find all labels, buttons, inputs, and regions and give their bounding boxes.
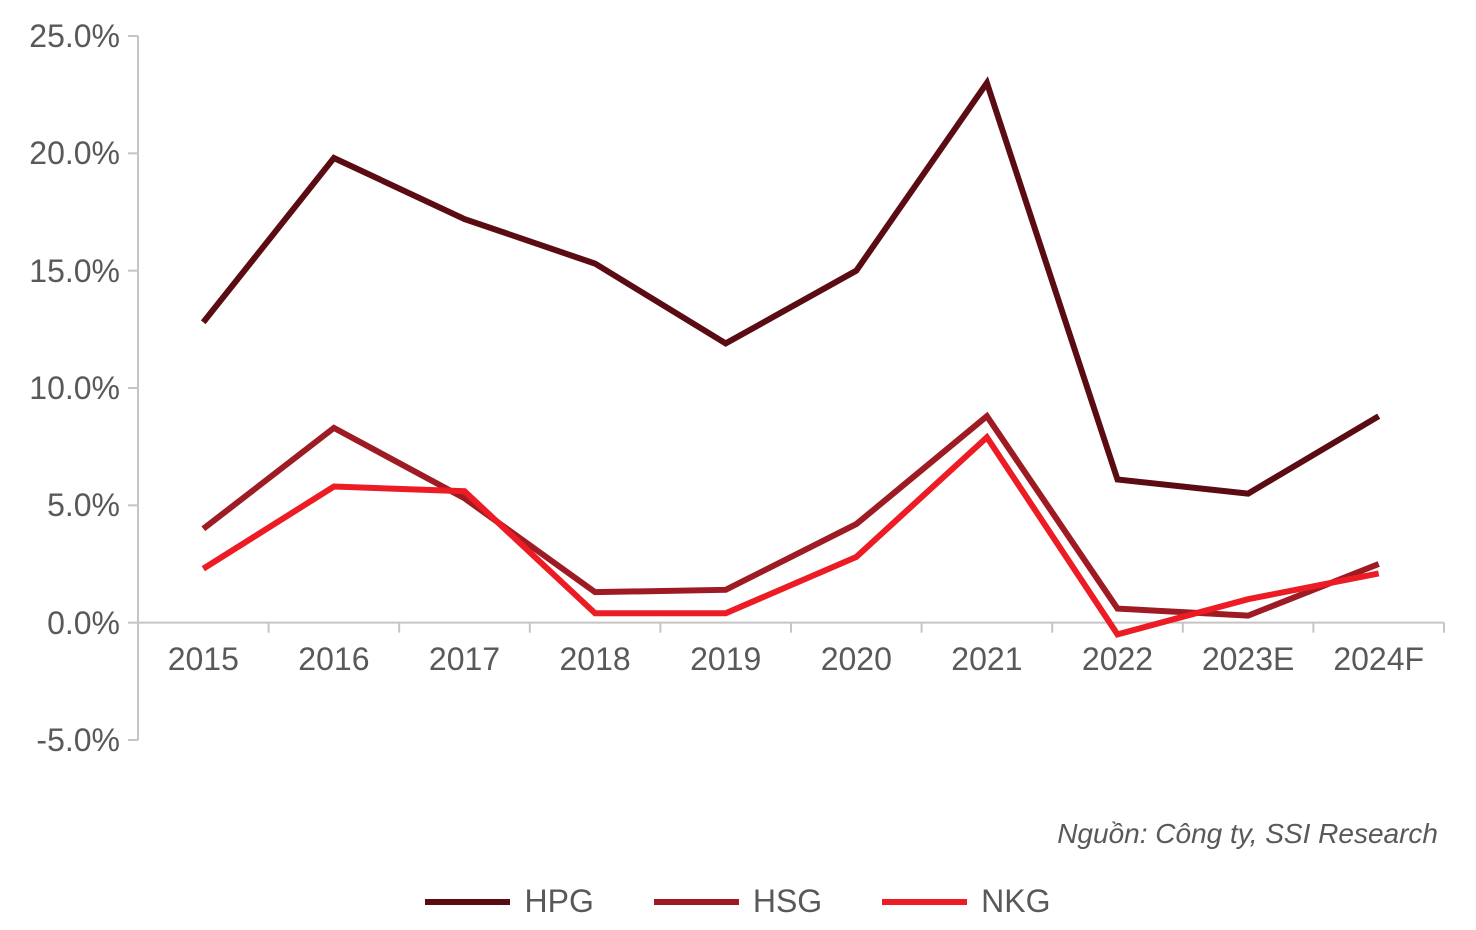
series-line-nkg <box>203 437 1378 634</box>
y-axis-tick-label: 20.0% <box>10 135 120 172</box>
legend-swatch <box>654 899 739 905</box>
legend-swatch <box>425 899 510 905</box>
y-axis-tick-label: 0.0% <box>10 605 120 642</box>
x-axis-tick-label: 2018 <box>530 641 661 678</box>
x-axis-tick-label: 2020 <box>791 641 922 678</box>
series-line-hpg <box>203 83 1378 494</box>
line-chart: -5.0%0.0%5.0%10.0%15.0%20.0%25.0% 201520… <box>0 0 1476 930</box>
legend: HPG HSG NKG <box>0 876 1476 921</box>
y-axis-tick-label: 15.0% <box>10 253 120 290</box>
legend-item-hpg: HPG <box>425 883 593 920</box>
x-axis-tick-label: 2015 <box>138 641 269 678</box>
x-axis-tick-label: 2016 <box>269 641 400 678</box>
y-axis-tick-label: -5.0% <box>10 722 120 759</box>
y-axis-tick-label: 5.0% <box>10 487 120 524</box>
x-axis-tick-label: 2022 <box>1052 641 1183 678</box>
legend-label: NKG <box>981 883 1050 920</box>
x-axis-tick-label: 2021 <box>922 641 1053 678</box>
x-axis-tick-label: 2017 <box>399 641 530 678</box>
chart-svg <box>0 0 1476 930</box>
y-axis-tick-label: 10.0% <box>10 370 120 407</box>
legend-swatch <box>882 899 967 905</box>
x-axis-tick-label: 2024F <box>1313 641 1444 678</box>
legend-item-hsg: HSG <box>654 883 822 920</box>
legend-item-nkg: NKG <box>882 883 1050 920</box>
x-axis-tick-label: 2019 <box>660 641 791 678</box>
legend-label: HPG <box>524 883 593 920</box>
y-axis-tick-label: 25.0% <box>10 18 120 55</box>
source-label: Nguồn: Công ty, SSI Research <box>1057 818 1438 850</box>
legend-label: HSG <box>753 883 822 920</box>
x-axis-tick-label: 2023E <box>1183 641 1314 678</box>
